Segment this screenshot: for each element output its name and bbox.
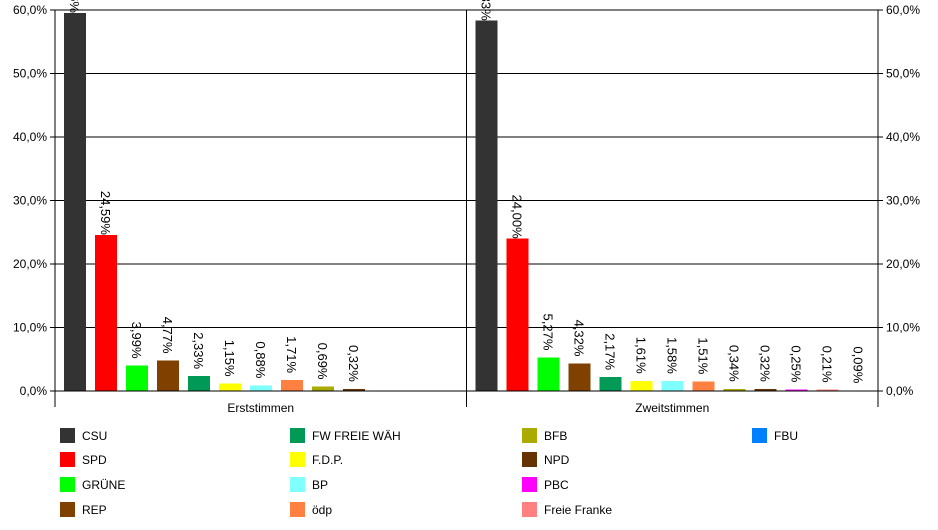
y-tick-label-right: 40,0%: [886, 130, 920, 144]
legend-swatch-bfb: [522, 428, 537, 443]
legend-label-freie-franke: Freie Franke: [544, 503, 612, 517]
bar-erststimmen-fw-freie-waeh: [188, 376, 210, 391]
legend-label-bfb: BFB: [544, 429, 567, 443]
bar-zweitstimmen-gruene: [537, 357, 560, 391]
bar-erststimmen-gruene: [126, 365, 148, 391]
data-label-zweitstimmen-npd: 0,32%: [758, 345, 773, 382]
legend-swatch-rep: [60, 502, 75, 517]
legend-label-gruene: GRÜNE: [82, 478, 125, 492]
bar-erststimmen-npd: [343, 388, 365, 391]
legend-swatch-fbu: [752, 428, 767, 443]
data-label-zweitstimmen-gruene: 5,27%: [541, 314, 556, 351]
y-axis-right: 0,0% 10,0% 20,0% 30,0% 40,0% 50,0% 60,0%: [886, 3, 920, 398]
bar-erststimmen-oedp: [281, 380, 303, 391]
y-tick-label-left: 60,0%: [13, 3, 47, 17]
legend-label-pbc: PBC: [544, 478, 569, 492]
data-label-zweitstimmen-bfb: 0,34%: [727, 345, 742, 382]
data-label-zweitstimmen-fw-freie-waeh: 2,17%: [603, 333, 618, 370]
y-tick-label-right: 30,0%: [886, 194, 920, 208]
data-label-erststimmen-gruene: 3,99%: [129, 322, 144, 359]
y-tick-label-right: 0,0%: [886, 384, 914, 398]
legend-swatch-spd: [60, 452, 75, 467]
data-label-zweitstimmen-csu: 58,33%: [479, 0, 494, 21]
data-label-erststimmen-oedp: 1,71%: [284, 336, 299, 373]
legend-label-fbu: FBU: [774, 429, 798, 443]
data-label-erststimmen-spd: 24,59%: [98, 191, 113, 236]
data-labels: 59,56% 24,59% 3,99% 4,77% 2,33% 1,15% 0,88% 1,7…: [67, 0, 866, 384]
bar-zweitstimmen-csu: [475, 20, 498, 392]
legend-label-f-d-p: F.D.P.: [312, 453, 343, 467]
legend-swatch-oedp: [290, 502, 305, 517]
data-label-erststimmen-npd: 0,32%: [346, 345, 361, 382]
bar-zweitstimmen-bp: [661, 380, 684, 391]
bar-zweitstimmen-bfb: [723, 388, 746, 391]
legend-swatch-csu: [60, 428, 75, 443]
bar-erststimmen-f-d-p: [219, 383, 241, 391]
data-label-erststimmen-fw-freie-waeh: 2,33%: [191, 332, 206, 369]
data-label-erststimmen-bfb: 0,69%: [315, 343, 330, 380]
bar-zweitstimmen-fw-freie-waeh: [599, 377, 622, 391]
data-label-erststimmen-rep: 4,77%: [160, 317, 175, 354]
data-label-zweitstimmen-fbu: 0,09%: [851, 346, 866, 383]
legend-swatch-f-d-p: [290, 452, 305, 467]
bar-zweitstimmen-oedp: [692, 381, 715, 391]
bar-zweitstimmen-spd: [506, 238, 529, 391]
legend-label-csu: CSU: [82, 429, 107, 443]
legend-label-oedp: ödp: [312, 503, 332, 517]
data-label-zweitstimmen-freie-franke: 0,21%: [820, 346, 835, 383]
bar-erststimmen-spd: [95, 234, 117, 391]
y-tick-label-left: 50,0%: [13, 67, 47, 81]
y-tick-label-right: 20,0%: [886, 257, 920, 271]
bar-zweitstimmen-npd: [754, 388, 777, 391]
legend-swatch-freie-franke: [522, 502, 537, 517]
bar-erststimmen-rep: [157, 360, 179, 391]
data-label-zweitstimmen-f-d-p: 1,61%: [634, 337, 649, 374]
legend: CSU SPD GRÜNE REP FW FREIE WÄH F.D.P. BP ödp BFB…: [60, 428, 798, 517]
y-tick-label-right: 50,0%: [886, 67, 920, 81]
bar-erststimmen-bfb: [312, 386, 334, 391]
legend-label-fw-freie-waeh: FW FREIE WÄH: [312, 429, 401, 443]
data-label-zweitstimmen-rep: 4,32%: [572, 320, 587, 357]
bar-zweitstimmen-pbc: [785, 389, 808, 391]
bars: [64, 12, 870, 392]
y-axis-left: 0,0% 10,0% 20,0% 30,0% 40,0% 50,0% 60,0%: [13, 3, 47, 398]
y-tick-label-left: 10,0%: [13, 321, 47, 335]
legend-swatch-bp: [290, 477, 305, 492]
category-label-zweitstimmen: Zweitstimmen: [635, 401, 709, 415]
legend-swatch-pbc: [522, 477, 537, 492]
bar-zweitstimmen-f-d-p: [630, 380, 653, 391]
axes: [50, 9, 883, 407]
data-label-zweitstimmen-spd: 24,00%: [510, 195, 525, 240]
y-tick-label-left: 20,0%: [13, 257, 47, 271]
data-label-erststimmen-bp: 0,88%: [253, 341, 268, 378]
legend-label-rep: REP: [82, 503, 107, 517]
legend-swatch-npd: [522, 452, 537, 467]
category-label-erststimmen: Erststimmen: [227, 401, 294, 415]
y-tick-label-left: 0,0%: [20, 384, 48, 398]
bar-erststimmen-csu: [64, 12, 86, 391]
bar-zweitstimmen-rep: [568, 363, 591, 391]
y-tick-label-right: 60,0%: [886, 3, 920, 17]
legend-swatch-fw-freie-waeh: [290, 428, 305, 443]
bar-zweitstimmen-freie-franke: [816, 389, 839, 391]
data-label-erststimmen-csu: 59,56%: [67, 0, 82, 13]
legend-swatch-gruene: [60, 477, 75, 492]
y-tick-label-left: 40,0%: [13, 130, 47, 144]
data-label-zweitstimmen-bp: 1,58%: [665, 337, 680, 374]
category-labels: Erststimmen Zweitstimmen: [227, 401, 709, 415]
y-tick-label-right: 10,0%: [886, 321, 920, 335]
data-label-zweitstimmen-pbc: 0,25%: [789, 345, 804, 382]
legend-label-npd: NPD: [544, 453, 570, 467]
legend-label-bp: BP: [312, 478, 328, 492]
data-label-zweitstimmen-oedp: 1,51%: [696, 337, 711, 374]
y-tick-label-left: 30,0%: [13, 194, 47, 208]
data-label-erststimmen-f-d-p: 1,15%: [222, 340, 237, 377]
bar-erststimmen-bp: [250, 385, 272, 391]
legend-label-spd: SPD: [82, 453, 107, 467]
